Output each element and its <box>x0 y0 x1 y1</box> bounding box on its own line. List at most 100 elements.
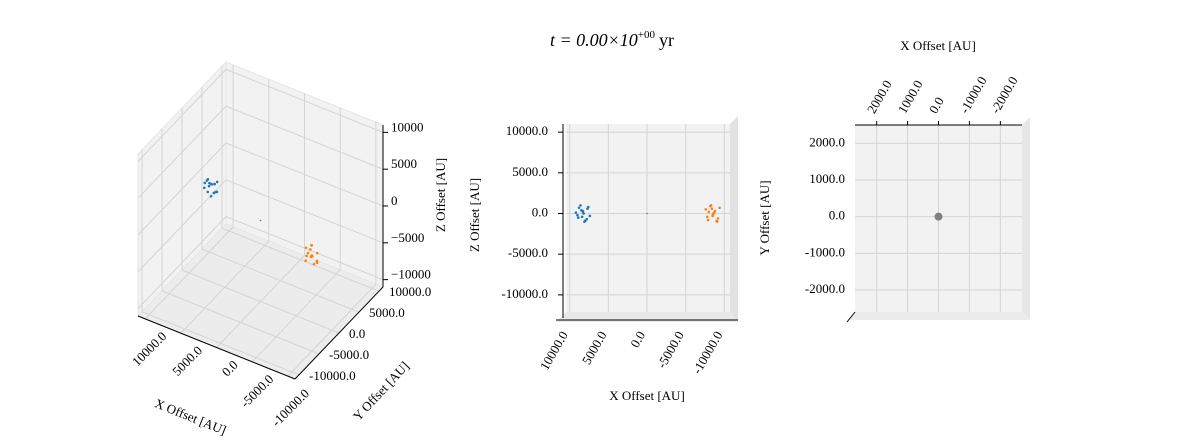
particle <box>709 204 713 207</box>
particle <box>206 190 210 194</box>
grid-line <box>161 128 320 355</box>
title-base: t = 0.00×10 <box>550 30 638 50</box>
grid-line <box>141 149 300 376</box>
particle <box>711 214 714 218</box>
particle <box>582 212 585 215</box>
particle <box>583 220 586 223</box>
pane <box>730 116 738 322</box>
x-tick-label: 2000.0 <box>864 78 895 116</box>
grid-line <box>287 122 377 377</box>
particle <box>706 218 710 222</box>
grid-line <box>180 79 270 334</box>
y-tick-label: 0.0 <box>829 208 845 223</box>
title-exponent: +00 <box>638 29 656 41</box>
particle <box>310 243 314 247</box>
particle <box>718 206 721 210</box>
particle <box>203 181 207 185</box>
particle <box>304 246 308 250</box>
y-tick-label: -1000.0 <box>805 244 845 259</box>
y-axis-label: Y Offset [AU] <box>757 180 772 255</box>
x-tick-label: 5000.0 <box>579 328 610 366</box>
particle <box>576 216 580 219</box>
x-tick-label: -5000.0 <box>237 371 276 410</box>
y-tick-label: 5000.0 <box>369 305 405 320</box>
x-tick-label: -10000.0 <box>689 328 725 376</box>
x-tick-label: 0.0 <box>926 94 947 116</box>
figure-title: t = 0.00×10+00 yr <box>550 29 674 51</box>
particle <box>579 204 582 207</box>
z-tick-label: -10000.0 <box>501 286 548 301</box>
z-tick-label: 0 <box>391 193 398 208</box>
x-tick-label: 10000.0 <box>537 328 571 372</box>
z-tick-label: 0.0 <box>532 204 548 219</box>
grid-line <box>216 93 305 348</box>
y-tick-label: 1000.0 <box>809 171 845 186</box>
particle <box>259 219 262 222</box>
x-tick-label: -2000.0 <box>988 74 1021 116</box>
particle <box>715 219 718 223</box>
grid-line <box>144 64 234 320</box>
y-axis-line <box>846 311 856 323</box>
x-tick-label: 0.0 <box>219 357 241 379</box>
z-axis-label: Z Offset [AU] <box>467 178 482 252</box>
pane <box>566 124 730 312</box>
particle <box>576 213 579 217</box>
particle <box>710 207 714 210</box>
y-tick-label: 10000.0 <box>389 284 431 299</box>
particle <box>315 261 319 265</box>
pane <box>1022 117 1030 320</box>
x-tick-label: 1000.0 <box>895 78 926 116</box>
x-tick-label: -10000.0 <box>269 386 313 430</box>
z-tick-label: −5000 <box>391 230 424 245</box>
z-tick-label: −10000 <box>391 267 431 282</box>
particle <box>577 206 581 210</box>
y-tick-label: -5000.0 <box>329 347 369 362</box>
pane <box>847 312 1030 320</box>
particle <box>306 251 310 255</box>
grid-line <box>137 216 384 309</box>
x-axis-label: X Offset [AU] <box>153 395 229 437</box>
y-tick-label: 2000.0 <box>809 134 845 149</box>
grid-line <box>137 142 384 236</box>
z-tick-label: 5000.0 <box>512 164 548 179</box>
particle <box>646 212 648 215</box>
y-axis-line <box>294 286 384 380</box>
particle <box>305 254 308 258</box>
particle <box>716 217 720 220</box>
particle <box>934 212 943 221</box>
particle <box>704 208 708 211</box>
particle <box>574 211 578 214</box>
particle <box>207 184 211 188</box>
particle <box>580 215 584 219</box>
particle <box>304 259 307 263</box>
grid-line <box>137 105 384 199</box>
y-tick-label: 0.0 <box>349 326 365 341</box>
particle <box>202 186 206 190</box>
y-tick-label: -10000.0 <box>309 368 356 383</box>
x-tick-label: 0.0 <box>627 328 648 350</box>
particle <box>312 262 316 266</box>
particle <box>205 179 209 182</box>
z-tick-label: 10000 <box>391 119 424 134</box>
particle <box>309 248 312 251</box>
z-tick-label: 5000 <box>391 156 417 171</box>
particle <box>209 194 213 198</box>
y-axis-label: Y Offset [AU] <box>350 358 412 423</box>
particle <box>315 251 319 255</box>
z-tick-label: 10000.0 <box>506 123 548 138</box>
particle <box>588 214 592 218</box>
y-tick-label: -2000.0 <box>805 281 845 296</box>
grid-line <box>221 66 380 292</box>
particle <box>705 215 709 219</box>
x-tick-label: -5000.0 <box>654 328 687 370</box>
particle <box>214 190 217 194</box>
particle <box>581 209 585 213</box>
x-tick-label: 5000.0 <box>169 343 205 379</box>
x-axis-label: X Offset [AU] <box>900 38 976 53</box>
grid-line <box>137 68 384 162</box>
particle <box>712 212 715 215</box>
particle <box>586 205 590 209</box>
particle <box>311 254 314 258</box>
particle <box>707 210 711 214</box>
x-tick-label: 10000.0 <box>129 328 169 368</box>
